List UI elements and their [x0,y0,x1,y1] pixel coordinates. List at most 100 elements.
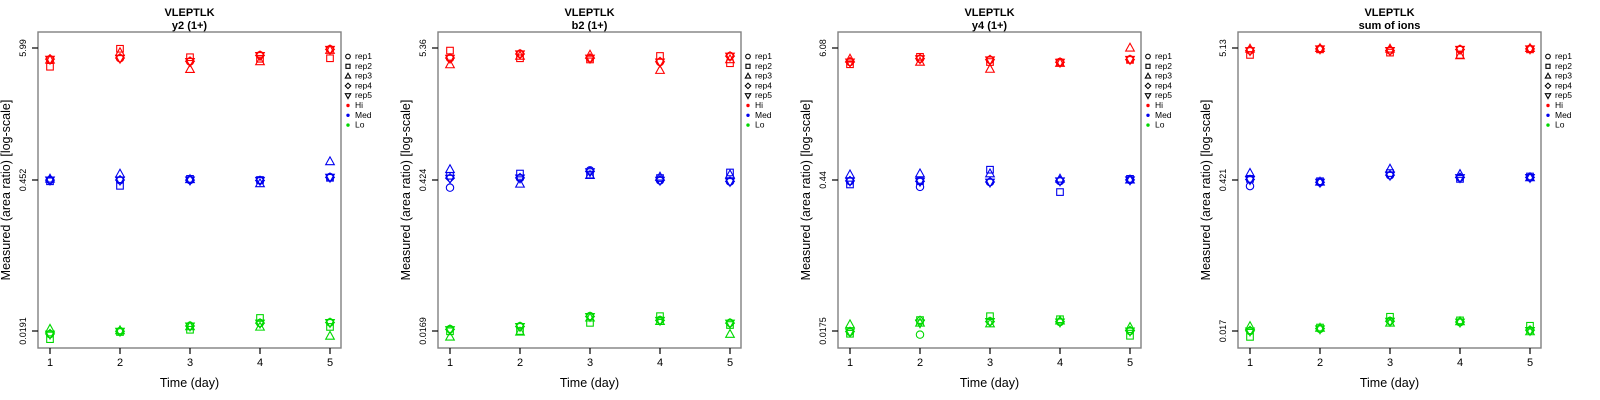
legend-label-rep4: rep4 [1555,80,1572,90]
y-tick-label: 6.08 [818,39,828,57]
legend-label-rep1: rep1 [1155,51,1172,61]
marker-med-day5-rep5 [324,173,336,184]
marker-lo-day1-rep5 [1244,327,1256,338]
plot-frame [837,31,1142,349]
plot-frame [437,31,742,349]
legend-label-Hi: Hi [355,100,363,110]
dot-icon-hi [746,103,750,108]
legend-label-rep5: rep5 [355,90,372,100]
legend-label-rep1: rep1 [1555,51,1572,61]
x-tick-label: 5 [327,357,333,369]
dot-icon-lo [746,123,750,127]
marker-lo-day4-rep5 [654,316,666,327]
plot-frame [1237,31,1542,349]
marker-med-day2-rep3 [514,178,526,188]
diamond-legend-icon [744,82,752,90]
x-tick-label: 1 [1247,357,1253,369]
marker-lo-day1-rep5 [444,326,456,336]
marker-hi-day3-rep5 [584,54,596,65]
marker-lo-day1-rep5 [844,328,856,338]
marker-lo-day3-rep5 [1384,317,1396,328]
x-tick-label: 4 [1057,357,1063,369]
x-tick-label: 3 [587,357,593,369]
y-tick-label: 0.017 [1218,320,1228,343]
legend-label-Med: Med [755,110,772,120]
marker-hi-day4-rep2 [256,54,264,63]
marker-lo-day3-rep5 [984,318,996,328]
panel-subtitle: b2 (1+) [572,20,608,32]
marker-med-day2-rep3 [914,167,926,178]
legend-label-Med: Med [1155,110,1172,120]
legend-label-rep3: rep3 [1155,71,1172,81]
marker-lo-day3-rep5 [584,313,596,323]
x-axis-label: Time (day) [560,376,619,390]
marker-med-day3-rep5 [184,176,196,186]
marker-hi-day2-rep3 [1314,42,1326,53]
y-tick-label: 5.99 [18,39,28,57]
marker-med-day1-rep5 [1244,176,1256,186]
marker-med-day1-rep3 [444,163,456,174]
y-tick-label: 0.44 [818,171,828,189]
panel-subtitle: y2 (1+) [172,20,207,32]
marker-lo-day2-rep3 [1314,322,1326,332]
y-tick-label: 0.424 [418,169,428,192]
marker-hi-day2-rep5 [1314,45,1326,55]
marker-med-day1-rep5 [444,174,456,185]
y-axis-label: Measured (area ratio) [log-scale] [800,100,813,281]
x-tick-label: 2 [917,357,923,369]
dot-icon-med [1146,113,1150,118]
panel-title: VLEPTLK [564,7,614,19]
y-tick-label: 0.452 [18,169,28,192]
marker-med-day5-rep3 [324,155,336,166]
y-tick-label: 0.0169 [418,317,428,345]
marker-lo-day1-rep5 [44,330,56,341]
marker-lo-day4-rep5 [254,319,266,330]
x-tick-label: 4 [657,357,663,369]
marker-med-day1-rep5 [44,176,56,186]
y-tick-label: 0.421 [1218,169,1228,192]
marker-lo-day5-rep2 [1526,321,1534,330]
marker-med-day5-rep3 [1124,174,1136,184]
x-tick-label: 2 [1317,357,1323,369]
marker-hi-day5-rep5 [724,52,736,63]
y-tick-label: 0.0191 [18,317,28,345]
marker-hi-day2-rep5 [514,50,526,60]
marker-lo-day3-rep2 [586,319,594,327]
marker-lo-day3-rep5 [184,322,196,332]
marker-med-day3-rep5 [584,168,596,178]
panel-sum-of-ions: VLEPTLK sum of ions 5.13 0.421 0.017 1 2 3 4 5 Tim… [1200,0,1600,400]
dot-icon-med [1546,113,1550,118]
x-axis-label: Time (day) [960,376,1019,390]
triangle-down-legend-icon [744,93,752,100]
x-tick-label: 1 [847,357,853,369]
marker-med-day4-rep3 [1454,168,1466,178]
marker-lo-day5-rep5 [324,319,336,329]
legend-label-Med: Med [355,110,372,120]
x-tick-label: 3 [187,357,193,369]
triangle-up-legend-icon [1144,72,1152,79]
legend-label-rep5: rep5 [1155,90,1172,100]
legend-label-rep3: rep3 [1555,71,1572,81]
marker-med-day4-rep5 [654,176,666,187]
legend-label-rep5: rep5 [1555,90,1572,100]
marker-med-day2-rep5 [1314,178,1326,189]
panel-title: VLEPTLK [164,7,214,19]
diamond-legend-icon [344,82,352,90]
marker-med-day5-rep5 [1524,174,1536,184]
marker-lo-day2-rep3 [514,326,526,336]
marker-lo-day4-rep5 [1454,318,1466,329]
marker-med-day1-rep1 [445,183,455,192]
marker-lo-day2-rep3 [114,324,126,335]
marker-hi-day3-rep3 [184,63,196,74]
marker-lo-day4-rep3 [254,321,266,331]
x-axis-label: Time (day) [160,376,219,390]
diamond-legend-icon [1144,82,1152,90]
x-tick-label: 4 [257,357,263,369]
marker-lo-day5-rep3 [724,328,736,338]
marker-med-day3-rep2 [986,165,994,174]
legend-label-rep1: rep1 [355,51,372,61]
marker-hi-day2-rep5 [114,54,126,65]
marker-med-day2-rep2 [116,181,124,190]
